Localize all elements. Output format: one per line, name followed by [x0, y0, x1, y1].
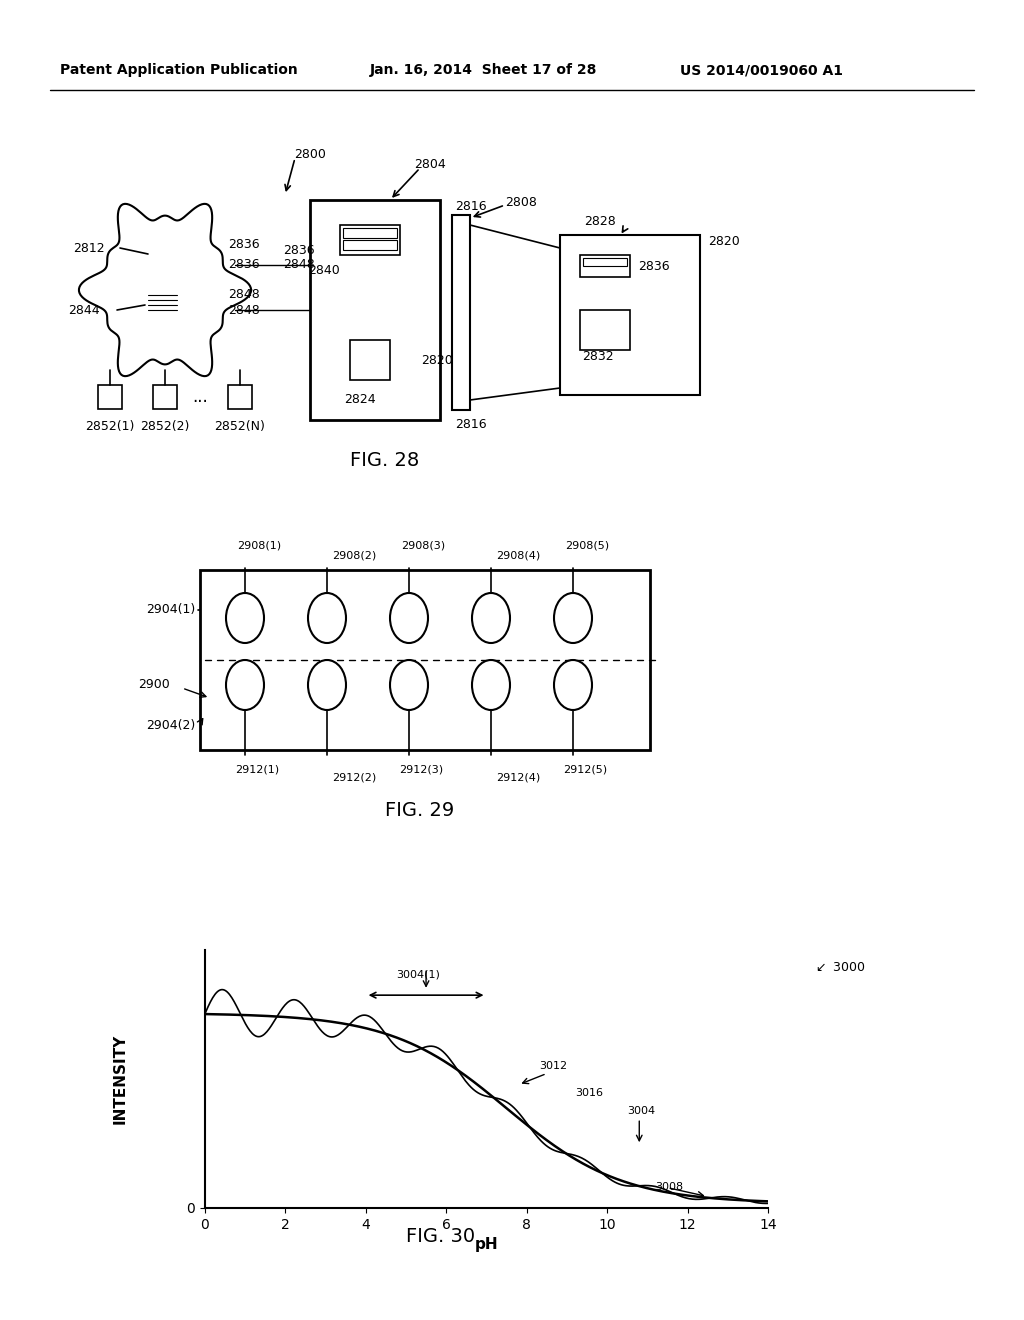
Text: 2904(2): 2904(2): [145, 718, 195, 731]
Ellipse shape: [308, 660, 346, 710]
Text: 2908(2): 2908(2): [332, 550, 376, 560]
Text: 3016: 3016: [574, 1088, 603, 1098]
Bar: [343, 240, 397, 249]
Text: 2832: 2832: [583, 350, 613, 363]
Text: 3008: 3008: [655, 1181, 683, 1192]
Text: $\swarrow$ 3000: $\swarrow$ 3000: [813, 961, 865, 974]
Text: 2848: 2848: [228, 289, 260, 301]
Text: US 2014/0019060 A1: US 2014/0019060 A1: [680, 63, 843, 77]
Bar: [340, 224, 400, 255]
Text: 2836: 2836: [284, 243, 315, 256]
Text: 2912(2): 2912(2): [332, 774, 376, 783]
Bar: [200, 570, 650, 750]
Text: 2912(4): 2912(4): [496, 774, 541, 783]
Ellipse shape: [554, 593, 592, 643]
X-axis label: pH: pH: [474, 1237, 499, 1253]
Text: 2836: 2836: [638, 260, 670, 273]
Text: 2908(1): 2908(1): [237, 540, 282, 550]
Text: 2840: 2840: [308, 264, 340, 276]
Ellipse shape: [472, 593, 510, 643]
Text: 2836: 2836: [228, 239, 260, 252]
Text: 2912(3): 2912(3): [399, 766, 443, 775]
Bar: [583, 257, 627, 267]
Text: 2816: 2816: [455, 201, 486, 213]
Text: 2816: 2816: [455, 418, 486, 432]
Text: 2852(N): 2852(N): [215, 420, 265, 433]
Text: 2828: 2828: [584, 215, 615, 228]
Text: ...: ...: [193, 388, 208, 407]
Text: Patent Application Publication: Patent Application Publication: [60, 63, 298, 77]
Text: FIG. 29: FIG. 29: [385, 800, 455, 820]
Ellipse shape: [390, 660, 428, 710]
Text: 2852(1): 2852(1): [85, 420, 135, 433]
Text: INTENSITY: INTENSITY: [113, 1034, 128, 1125]
Text: 2800: 2800: [294, 149, 326, 161]
Text: 2808: 2808: [505, 195, 537, 209]
Text: 2852(2): 2852(2): [140, 420, 189, 433]
Text: 2848: 2848: [284, 259, 315, 272]
Text: 2824: 2824: [344, 393, 376, 407]
Bar: [145, 290, 180, 319]
Text: 3012: 3012: [539, 1061, 567, 1071]
Text: 3004: 3004: [627, 1106, 655, 1115]
Text: 2836: 2836: [228, 259, 260, 272]
Text: 2812: 2812: [74, 242, 105, 255]
Text: 2912(1): 2912(1): [234, 766, 280, 775]
Text: FIG. 28: FIG. 28: [350, 450, 420, 470]
Text: 2904(1): 2904(1): [145, 603, 195, 616]
Bar: [580, 255, 630, 277]
Bar: [148, 240, 180, 268]
Bar: [310, 201, 440, 420]
Text: 2804: 2804: [414, 158, 445, 172]
Polygon shape: [79, 203, 251, 376]
Text: 2908(4): 2908(4): [496, 550, 541, 560]
Text: 2844: 2844: [69, 304, 100, 317]
Bar: [350, 341, 390, 380]
Text: 2820: 2820: [421, 354, 453, 367]
Text: 2820: 2820: [708, 235, 739, 248]
Ellipse shape: [308, 593, 346, 643]
Text: 2908(3): 2908(3): [401, 540, 445, 550]
Bar: [98, 385, 122, 409]
Text: 2848: 2848: [228, 304, 260, 317]
Text: FIG. 30: FIG. 30: [406, 1228, 475, 1246]
Text: 2908(5): 2908(5): [565, 540, 609, 550]
Ellipse shape: [390, 593, 428, 643]
Text: 2912(5): 2912(5): [563, 766, 607, 775]
Text: Jan. 16, 2014  Sheet 17 of 28: Jan. 16, 2014 Sheet 17 of 28: [370, 63, 597, 77]
Bar: [343, 228, 397, 238]
Bar: [560, 235, 700, 395]
Ellipse shape: [472, 660, 510, 710]
Ellipse shape: [554, 660, 592, 710]
Bar: [228, 385, 252, 409]
Bar: [580, 310, 630, 350]
Text: 2900: 2900: [138, 678, 170, 692]
Bar: [153, 385, 177, 409]
Bar: [452, 215, 470, 411]
Ellipse shape: [226, 593, 264, 643]
Text: 3004(1): 3004(1): [396, 969, 440, 979]
Ellipse shape: [226, 660, 264, 710]
